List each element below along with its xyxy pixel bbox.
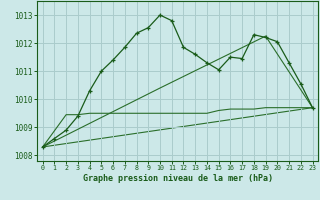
X-axis label: Graphe pression niveau de la mer (hPa): Graphe pression niveau de la mer (hPa) bbox=[83, 174, 273, 183]
